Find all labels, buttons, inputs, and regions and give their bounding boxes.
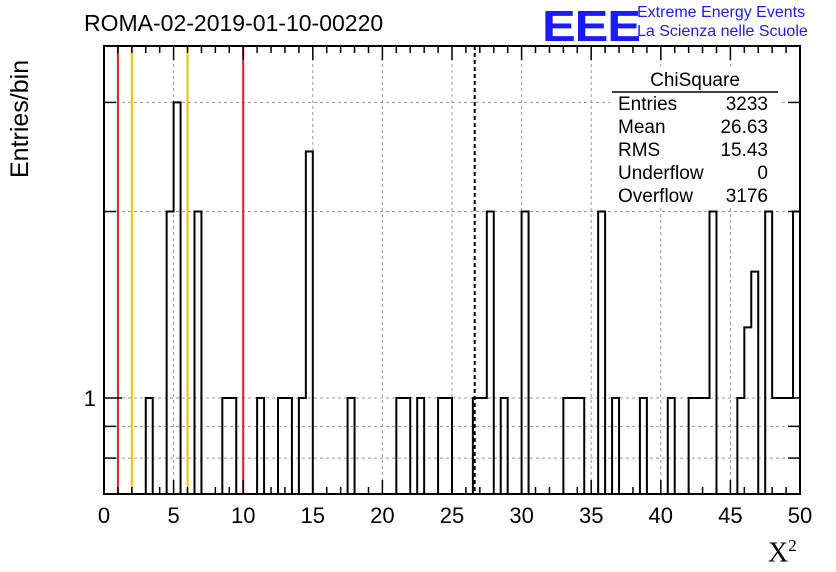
histogram-bin — [793, 212, 800, 494]
logo-line-1: Extreme Energy Events — [637, 4, 806, 21]
histogram-bin — [765, 212, 772, 494]
logo-line-2: La Scienza nelle Scuole — [637, 23, 808, 40]
x-axis-label-base: X — [768, 537, 789, 569]
histogram-bin — [563, 398, 570, 494]
histogram-bin — [348, 398, 355, 494]
histogram-bin — [445, 398, 452, 494]
x-tick-label: 40 — [649, 503, 673, 528]
histogram-bin — [480, 398, 487, 494]
x-axis-label-exponent: 2 — [788, 536, 797, 555]
histogram-bin — [146, 398, 153, 494]
histogram-bin — [744, 327, 751, 494]
histogram-bin — [737, 398, 744, 494]
stats-value: 26.63 — [720, 117, 768, 138]
histogram-bin — [229, 398, 236, 494]
x-tick-label: 15 — [301, 503, 325, 528]
histogram-bin — [522, 212, 529, 494]
histogram-bin — [751, 272, 758, 494]
x-tick-label: 35 — [579, 503, 603, 528]
histogram-bin — [396, 398, 403, 494]
chart-title: ROMA-02-2019-01-10-00220 — [84, 10, 384, 36]
stats-value: 0 — [757, 163, 768, 184]
stats-title: ChiSquare — [650, 70, 740, 91]
x-tick-label: 30 — [509, 503, 533, 528]
histogram-bin — [786, 398, 793, 494]
histogram-bin — [222, 398, 229, 494]
histogram-bin — [570, 398, 577, 494]
stats-label: Overflow — [618, 186, 693, 207]
histogram-bin — [174, 102, 181, 494]
stats-label: Mean — [618, 117, 666, 138]
x-axis-label: X2 — [768, 536, 797, 569]
histogram-bin — [278, 398, 285, 494]
histogram-bin — [306, 151, 313, 494]
histogram-bin — [772, 398, 779, 494]
eee-logo: EEE — [542, 2, 641, 51]
histogram-bin — [417, 398, 424, 494]
y-tick-label: 1 — [84, 386, 96, 411]
histogram-bin — [487, 212, 494, 494]
stats-value: 15.43 — [720, 140, 768, 161]
stats-label: Entries — [618, 94, 677, 115]
stats-label: RMS — [618, 140, 660, 161]
logo-caption: Extreme Energy Events La Scienza nelle S… — [637, 3, 808, 41]
x-tick-label: 45 — [718, 503, 742, 528]
stats-box — [610, 66, 780, 206]
x-tick-label: 10 — [231, 503, 255, 528]
histogram-bin — [501, 398, 508, 494]
histogram-bin — [438, 398, 445, 494]
x-tick-label: 0 — [98, 503, 110, 528]
histogram-bin — [640, 398, 647, 494]
x-tick-label: 5 — [167, 503, 179, 528]
histogram-bin — [299, 398, 306, 494]
histogram-bin — [703, 398, 710, 494]
histogram-bin — [598, 212, 605, 494]
histogram-bin — [710, 212, 717, 494]
stats-label: Underflow — [618, 163, 704, 184]
histogram-bin — [257, 398, 264, 494]
x-tick-label: 25 — [440, 503, 464, 528]
histogram-bin — [668, 398, 675, 494]
histogram-bin — [696, 398, 703, 494]
histogram-bin — [194, 212, 201, 494]
histogram-bin — [689, 398, 696, 494]
histogram-bin — [612, 398, 619, 494]
stats-value: 3176 — [726, 186, 768, 207]
histogram-bin — [167, 212, 174, 494]
x-tick-label: 50 — [788, 503, 812, 528]
x-tick-label: 20 — [370, 503, 394, 528]
histogram-bin — [577, 398, 584, 494]
histogram-bin — [403, 398, 410, 494]
histogram-bin — [779, 398, 786, 494]
histogram-bin — [285, 398, 292, 494]
stats-value: 3233 — [726, 94, 768, 115]
